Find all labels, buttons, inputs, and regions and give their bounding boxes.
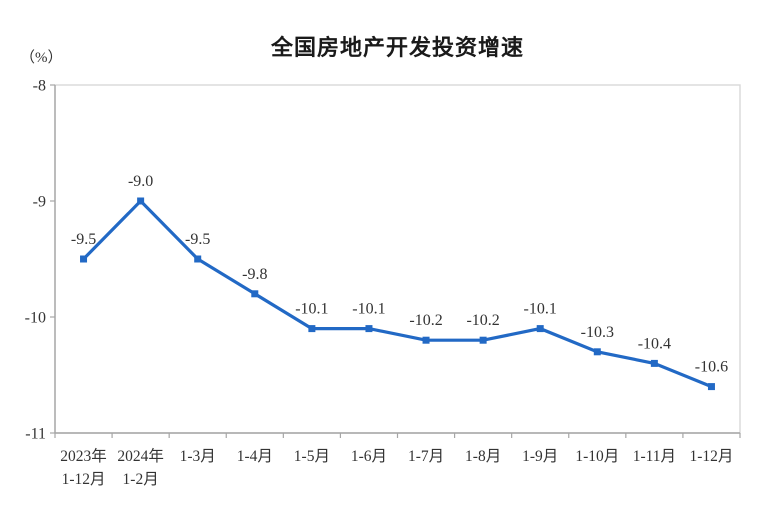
data-point-label: -9.0 (128, 173, 153, 190)
data-point-marker (707, 383, 715, 391)
data-point-label: -9.8 (242, 266, 267, 283)
y-axis-tick-label: -8 (33, 78, 46, 95)
data-point-label: -10.1 (524, 301, 557, 318)
x-axis-category-label: 1-9月 (522, 448, 558, 465)
data-point-marker (650, 359, 658, 367)
data-point-marker (593, 348, 601, 356)
data-point-label: -10.3 (581, 324, 614, 341)
chart-title: 全国房地产开发投资增速 (270, 35, 524, 60)
data-point-marker (479, 336, 487, 344)
data-point-label: -10.2 (409, 312, 442, 329)
data-point-label: -10.6 (695, 359, 728, 376)
data-point-label: -10.2 (466, 312, 499, 329)
data-point-marker (422, 336, 430, 344)
y-axis-tick-label: -9 (33, 194, 46, 211)
x-axis-category-label: 1-12月 (689, 448, 733, 465)
data-point-label: -10.4 (638, 335, 671, 352)
x-axis-category-label: 1-6月 (351, 448, 387, 465)
data-point-marker (251, 290, 259, 298)
x-axis-category-label: 2024年 1-2月 (117, 447, 164, 488)
x-axis-category-label: 1-5月 (294, 448, 330, 465)
data-point-marker (194, 255, 202, 263)
data-point-label: -9.5 (185, 231, 210, 248)
x-axis-category-label: 1-8月 (465, 448, 501, 465)
series-line (82, 198, 713, 389)
data-point-marker (365, 325, 373, 333)
data-point-label: -10.1 (352, 301, 385, 318)
x-axis-category-label: 1-11月 (633, 448, 676, 465)
y-axis-tick-label: -10 (25, 310, 46, 327)
x-axis-category-label: 2023年 1-12月 (60, 447, 107, 488)
x-axis-category-label: 1-7月 (408, 448, 444, 465)
data-point-marker (80, 255, 88, 263)
data-point-label: -10.1 (295, 301, 328, 318)
x-axis-category-label: 1-10月 (575, 448, 619, 465)
data-point-marker (137, 197, 145, 205)
data-point-marker (536, 325, 544, 333)
x-axis-category-label: 1-4月 (237, 448, 273, 465)
y-axis-tick-label: -11 (25, 426, 46, 443)
y-axis-unit-label: （%） (20, 50, 63, 66)
plot-area (54, 84, 741, 434)
data-point-marker (308, 325, 316, 333)
x-axis-category-label: 1-3月 (180, 448, 216, 465)
data-point-label: -9.5 (71, 231, 96, 248)
